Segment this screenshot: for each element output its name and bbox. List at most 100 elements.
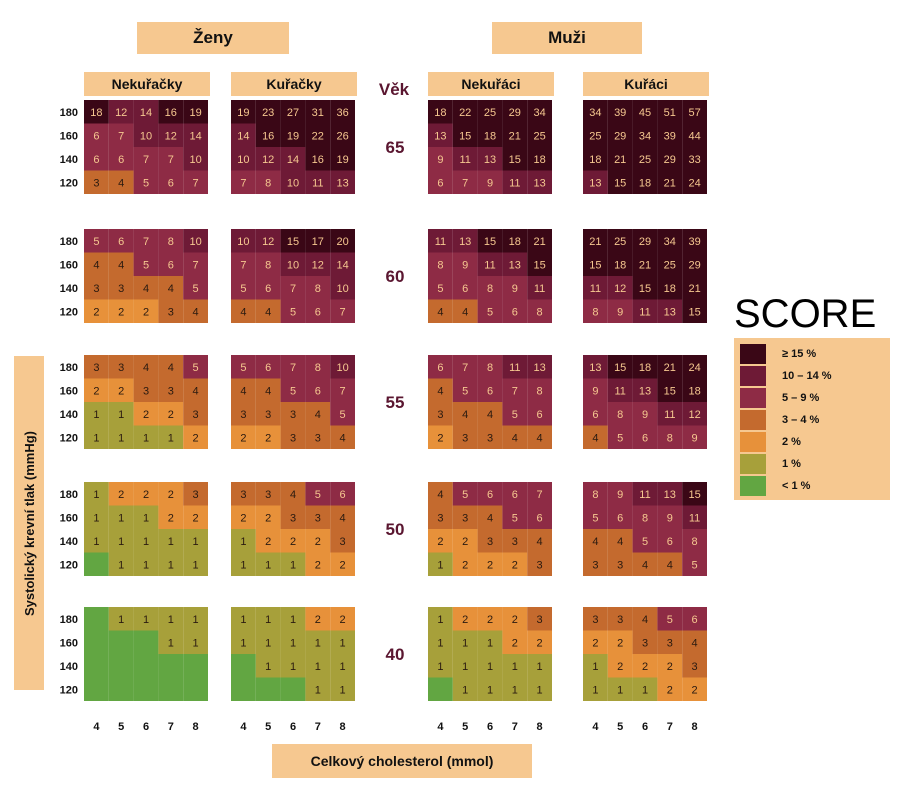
- heatmap-cell: [607, 299, 633, 323]
- heatmap-cell: [84, 607, 109, 631]
- cell-value-label: 1: [315, 684, 321, 696]
- cell-value-label: 4: [437, 385, 443, 397]
- legend-swatch: [740, 388, 766, 408]
- cell-value-label: 5: [340, 409, 346, 421]
- cell-value-label: 2: [93, 306, 99, 318]
- cell-value-label: 7: [143, 154, 149, 166]
- cell-value-label: 6: [265, 362, 271, 374]
- cell-value-label: 6: [265, 283, 271, 295]
- cell-value-label: 2: [118, 489, 124, 501]
- heatmap-cell: [632, 677, 658, 701]
- heatmap-cell: [158, 147, 184, 171]
- heatmap-cell: [183, 482, 208, 506]
- cell-value-label: 11: [664, 409, 675, 421]
- cell-value-label: 7: [340, 385, 346, 397]
- heatmap-cell: [632, 378, 658, 402]
- cell-value-label: 2: [462, 536, 468, 548]
- gender-label-men: Muži: [492, 22, 642, 54]
- cell-value-label: 13: [639, 385, 651, 397]
- heatmap-cell: [583, 252, 608, 276]
- cell-value-label: 2: [168, 489, 174, 501]
- cell-value-label: 4: [143, 283, 149, 295]
- cell-value-label: 5: [437, 283, 443, 295]
- heatmap-cell: [428, 552, 453, 576]
- heatmap-cell: [280, 276, 306, 300]
- heatmap-cell: [108, 552, 134, 576]
- heatmap-cell: [305, 529, 331, 553]
- heatmap-cell: [477, 482, 503, 506]
- heatmap-cell: [527, 100, 552, 124]
- cell-value-label: 10: [287, 177, 299, 189]
- cell-value-label: 6: [512, 306, 518, 318]
- heatmap-cell: [527, 529, 552, 553]
- cell-value-label: 2: [168, 409, 174, 421]
- heatmap-cell: [657, 505, 683, 529]
- cell-value-label: 3: [487, 432, 493, 444]
- cell-value-label: 2: [168, 512, 174, 524]
- cell-value-label: 1: [265, 614, 271, 626]
- heatmap-cell: [452, 677, 478, 701]
- cell-value-label: 3: [118, 283, 124, 295]
- heatmap-cell: [133, 355, 159, 379]
- cell-value-label: 2: [437, 432, 443, 444]
- heatmap-cell: [477, 402, 503, 426]
- cell-value-label: 2: [462, 559, 468, 571]
- cell-value-label: 13: [459, 236, 471, 248]
- heatmap-cell: [183, 276, 208, 300]
- heatmap-cell: [502, 276, 528, 300]
- heatmap-cell: [183, 147, 208, 171]
- cell-value-label: 3: [512, 536, 518, 548]
- heatmap-cell: [477, 100, 503, 124]
- cell-value-label: 2: [512, 637, 518, 649]
- heatmap-cell: [607, 482, 633, 506]
- cell-value-label: 4: [642, 559, 648, 571]
- cell-value-label: 6: [437, 177, 443, 189]
- heatmap-cell: [452, 654, 478, 678]
- cell-value-label: 15: [287, 236, 299, 248]
- cell-value-label: 3: [437, 409, 443, 421]
- heatmap-cell: [255, 529, 281, 553]
- cell-value-label: 10: [237, 154, 249, 166]
- heatmap-cell: [527, 552, 552, 576]
- cholesterol-tick-label: 8: [692, 721, 698, 733]
- cell-value-label: 2: [462, 614, 468, 626]
- cholesterol-tick-label: 5: [617, 721, 623, 733]
- cell-value-label: 14: [287, 154, 299, 166]
- heatmap-cell: [280, 170, 306, 194]
- cell-value-label: 3: [290, 409, 296, 421]
- heatmap-cell: [231, 552, 256, 576]
- cell-value-label: 1: [93, 409, 99, 421]
- heatmap-cell: [158, 229, 184, 253]
- heatmap-cell: [84, 552, 109, 576]
- cell-value-label: 15: [614, 362, 626, 374]
- heatmap-cell: [158, 355, 184, 379]
- cell-value-label: 11: [590, 283, 601, 295]
- heatmap-cell: [607, 630, 633, 654]
- cell-value-label: 6: [592, 409, 598, 421]
- heatmap-cell: [305, 630, 331, 654]
- cell-value-label: 5: [642, 536, 648, 548]
- cell-value-label: 3: [617, 614, 623, 626]
- heatmap-cell: [632, 100, 658, 124]
- heatmap-cell: [452, 252, 478, 276]
- heatmap-cell: [305, 100, 331, 124]
- heatmap-cell: [502, 630, 528, 654]
- cell-value-label: 2: [118, 306, 124, 318]
- heatmap-cell: [133, 276, 159, 300]
- heatmap-cell: [583, 607, 608, 631]
- legend-swatch: [740, 476, 766, 496]
- heatmap-cell: [682, 529, 707, 553]
- heatmap-cell: [682, 552, 707, 576]
- heatmap-cell: [682, 276, 707, 300]
- heatmap-cell: [280, 482, 306, 506]
- cell-value-label: 1: [265, 637, 271, 649]
- cell-value-label: 1: [315, 637, 321, 649]
- cholesterol-tick-label: 8: [193, 721, 199, 733]
- cell-value-label: 4: [240, 306, 246, 318]
- cell-value-label: 18: [509, 236, 521, 248]
- cell-value-label: 13: [664, 306, 676, 318]
- heatmap-cell: [280, 552, 306, 576]
- cell-value-label: 4: [437, 489, 443, 501]
- heatmap-cell: [452, 607, 478, 631]
- cell-value-label: 7: [143, 236, 149, 248]
